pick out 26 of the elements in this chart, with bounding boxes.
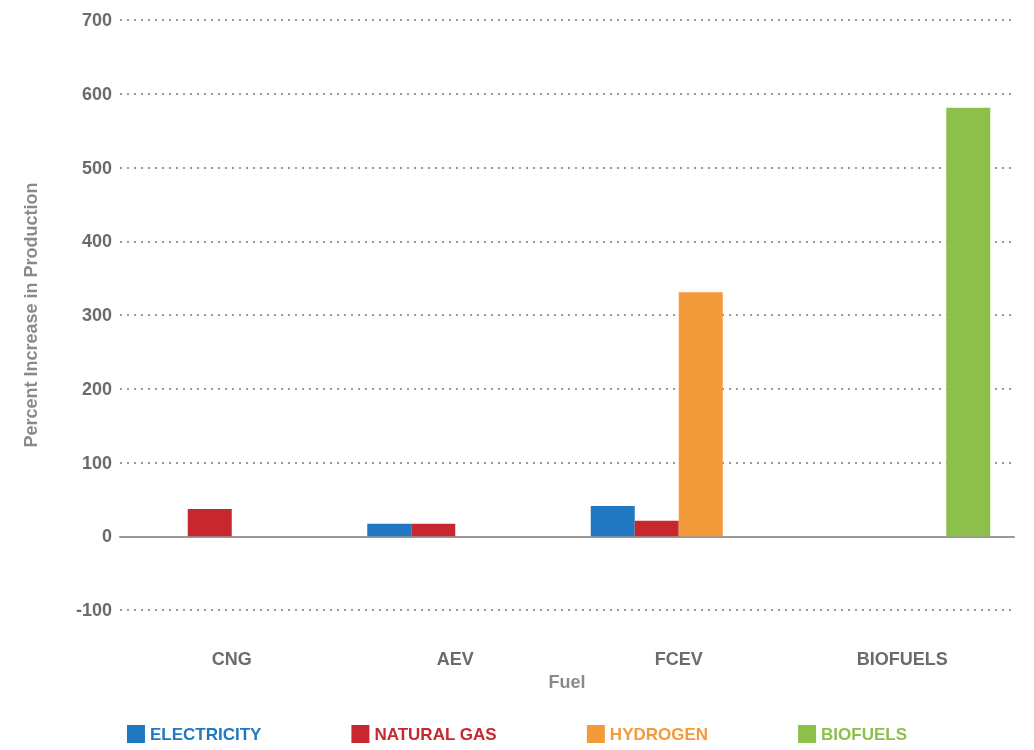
legend-label: NATURAL GAS xyxy=(374,724,497,744)
y-tick-label: 0 xyxy=(101,526,112,547)
y-axis-title: Percent Increase in Production xyxy=(21,182,41,448)
x-axis-title: Fuel xyxy=(548,671,586,692)
bar xyxy=(187,508,232,537)
y-tick-label: -100 xyxy=(75,600,112,620)
y-tick-label: 600 xyxy=(81,83,112,104)
legend-label: BIOFUELS xyxy=(821,724,908,744)
y-tick-label: 400 xyxy=(81,231,112,252)
legend-label: HYDROGEN xyxy=(609,724,709,744)
y-tick-label: 700 xyxy=(81,10,112,30)
y-tick-label: 200 xyxy=(81,378,112,399)
bar xyxy=(634,520,679,537)
x-tick-label: CNG xyxy=(211,649,252,669)
legend-label: ELECTRICITY xyxy=(149,724,263,744)
y-tick-label: 500 xyxy=(81,157,112,178)
x-tick-label: FCEV xyxy=(654,649,703,669)
bar xyxy=(946,107,991,537)
bar xyxy=(678,292,723,537)
y-tick-label: 300 xyxy=(81,305,112,325)
bar xyxy=(411,523,456,537)
bar xyxy=(367,523,412,537)
y-tick-label: 100 xyxy=(81,452,112,473)
bar xyxy=(590,506,635,537)
x-tick-label: AEV xyxy=(436,649,474,669)
x-tick-label: BIOFUELS xyxy=(856,649,948,669)
